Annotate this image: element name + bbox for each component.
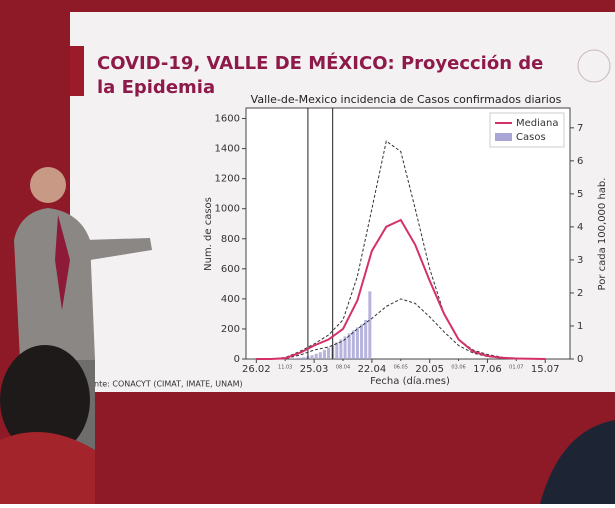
y2-axis-label: Por cada 100,000 hab. — [597, 178, 608, 291]
y-tick-label: 800 — [221, 234, 240, 245]
y-tick-label: 200 — [221, 324, 240, 335]
y-tick-label: 1400 — [215, 144, 240, 155]
bar — [360, 324, 363, 359]
accent — [70, 46, 84, 96]
y2-tick-label: 4 — [577, 222, 583, 233]
x-minor-tick-label: 11.03 — [278, 365, 292, 371]
y-tick-label: 0 — [234, 354, 240, 365]
slide-title: COVID-19, VALLE DE MÉXICO: Proyección de — [97, 52, 543, 74]
bar — [302, 357, 305, 359]
bar — [311, 355, 314, 359]
y-tick-label: 1600 — [215, 114, 240, 125]
x-minor-tick-label: 03.06 — [451, 365, 465, 371]
y2-tick-label: 0 — [577, 354, 583, 365]
legend-swatch — [495, 133, 512, 141]
x-tick-label: 25.03 — [300, 364, 329, 375]
x-minor-tick-label: 01.07 — [509, 365, 523, 371]
y-tick-label: 600 — [221, 264, 240, 275]
y2-tick-label: 1 — [577, 321, 583, 332]
legend-label: Mediana — [516, 118, 559, 129]
y2-tick-label: 2 — [577, 288, 583, 299]
bar — [368, 291, 371, 359]
x-tick-label: 15.07 — [531, 364, 560, 375]
source: nte: CONACYT (CIMAT, IMATE, UNAM) — [94, 380, 243, 389]
y-axis-label: Num. de casos — [203, 197, 214, 271]
bar — [327, 348, 330, 359]
bar — [364, 320, 367, 359]
bar — [356, 327, 359, 359]
slide-title: la Epidemia — [97, 77, 215, 98]
x-minor-tick-label: 06.05 — [394, 365, 408, 371]
bar — [323, 350, 326, 359]
y2-tick-label: 6 — [577, 156, 583, 167]
legend-label: Casos — [516, 132, 546, 143]
x-axis-label: Fecha (día.mes) — [370, 375, 450, 387]
bar — [298, 358, 301, 359]
y2-tick-label: 7 — [577, 123, 583, 134]
x-tick-label: 17.06 — [473, 364, 502, 375]
bar — [315, 354, 318, 359]
bar — [294, 358, 297, 359]
x-tick-label: 20.05 — [415, 364, 444, 375]
y2-tick-label: 3 — [577, 255, 583, 266]
bar — [335, 342, 338, 359]
chart-title: Valle-de-Mexico incidencia de Casos conf… — [251, 93, 562, 106]
y-tick-label: 400 — [221, 294, 240, 305]
y-tick-label: 1200 — [215, 174, 240, 185]
x-minor-tick-label: 08.04 — [336, 365, 350, 371]
x-tick-label: 22.04 — [358, 364, 387, 375]
y-tick-label: 1000 — [215, 204, 240, 215]
x-tick-label: 26.02 — [242, 364, 271, 375]
y2-tick-label: 5 — [577, 189, 583, 200]
bar — [319, 352, 322, 359]
bar — [352, 330, 355, 359]
